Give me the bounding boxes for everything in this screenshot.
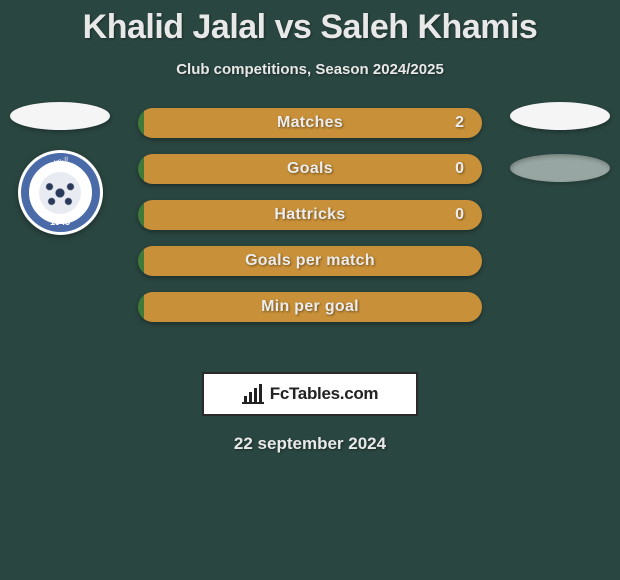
club-logo-placeholder-right [510,154,610,182]
brand-text: FcTables.com [270,384,379,404]
player-photo-placeholder-right [510,102,610,130]
stat-bar-label: Goals [287,160,333,178]
stat-bar: Goals per match [138,246,482,276]
comparison-chart: النصر 1945 Matches2Goals0Hattricks0Goals… [0,108,620,368]
stat-bar-value: 2 [455,114,464,132]
stat-bar-value: 0 [455,206,464,224]
stat-bar-value: 0 [455,160,464,178]
brand-box: FcTables.com [202,372,418,416]
soccer-ball-icon [39,172,81,214]
stat-bar: Matches 2 [138,108,482,138]
date-text: 22 september 2024 [0,434,620,454]
stat-bar: Hattricks 0 [138,200,482,230]
stat-bars: Matches 2 Goals 0 Hattricks 0 Goals per match M… [138,108,482,338]
stat-bar-label: Min per goal [261,298,359,316]
stat-bar-label: Goals per match [245,252,375,270]
stat-bar: Min per goal [138,292,482,322]
club-logo-year: 1945 [50,217,70,227]
bar-chart-icon [242,384,264,404]
page-title: Khalid Jalal vs Saleh Khamis [0,0,620,47]
player-photo-placeholder-left [10,102,110,130]
club-logo-script: النصر [52,156,68,164]
right-player-column [510,102,610,182]
club-logo-left: النصر 1945 [18,150,103,235]
stat-bar-label: Hattricks [274,206,345,224]
left-player-column: النصر 1945 [10,102,110,235]
stat-bar: Goals 0 [138,154,482,184]
stat-bar-label: Matches [277,114,343,132]
subtitle: Club competitions, Season 2024/2025 [0,61,620,78]
